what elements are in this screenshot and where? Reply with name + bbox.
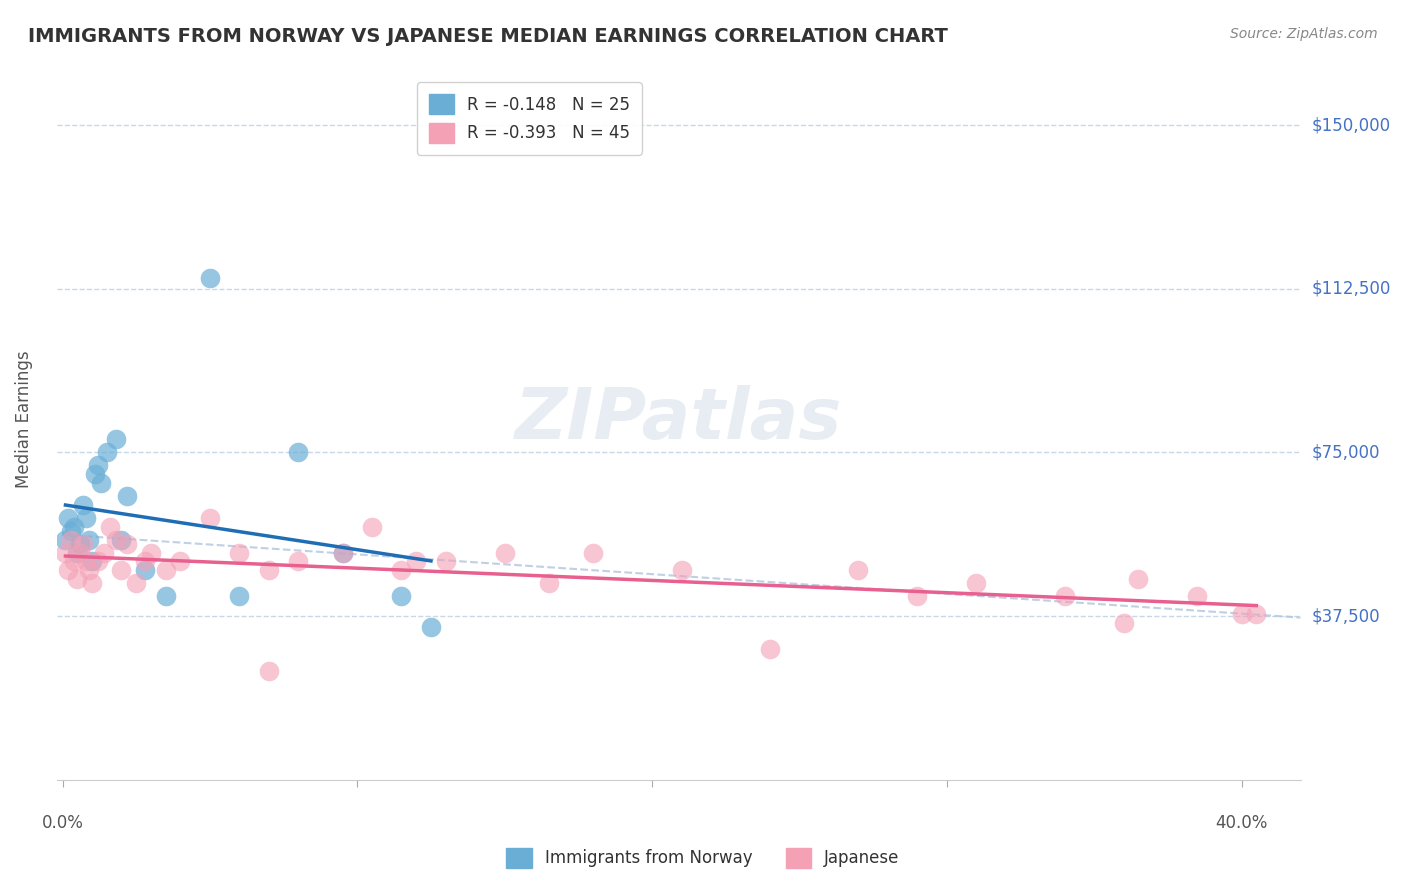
Point <box>391 563 413 577</box>
Point <box>110 563 132 577</box>
Point <box>155 563 177 577</box>
Text: ZIPatlas: ZIPatlas <box>515 385 842 454</box>
Point <box>965 576 987 591</box>
Point <box>420 620 443 634</box>
Point <box>287 445 309 459</box>
Point <box>55 533 77 547</box>
Point <box>257 664 280 678</box>
Point <box>66 546 89 560</box>
Point <box>75 554 97 568</box>
Point <box>434 554 457 568</box>
Point <box>169 554 191 568</box>
Point <box>139 546 162 560</box>
Text: 40.0%: 40.0% <box>1215 814 1268 832</box>
Point <box>494 546 516 560</box>
Point <box>1053 590 1076 604</box>
Point <box>60 533 83 547</box>
Point <box>66 572 89 586</box>
Point <box>110 533 132 547</box>
Point <box>1187 590 1209 604</box>
Point <box>104 533 127 547</box>
Point <box>98 519 121 533</box>
Point <box>72 498 94 512</box>
Point <box>87 458 110 473</box>
Point <box>125 576 148 591</box>
Point <box>84 467 107 482</box>
Point <box>55 546 77 560</box>
Point <box>1128 572 1150 586</box>
Point <box>228 590 250 604</box>
Point <box>582 546 605 560</box>
Point <box>60 524 83 538</box>
Point <box>77 533 100 547</box>
Point <box>69 546 91 560</box>
Point <box>198 511 221 525</box>
Legend: R = -0.148   N = 25, R = -0.393   N = 45: R = -0.148 N = 25, R = -0.393 N = 45 <box>418 82 641 154</box>
Point <box>96 445 118 459</box>
Point <box>77 563 100 577</box>
Point <box>391 590 413 604</box>
Point <box>198 270 221 285</box>
Text: $37,500: $37,500 <box>1312 607 1381 625</box>
Point <box>63 519 86 533</box>
Point <box>134 554 156 568</box>
Y-axis label: Median Earnings: Median Earnings <box>15 351 32 489</box>
Text: 0.0%: 0.0% <box>42 814 83 832</box>
Point <box>80 576 103 591</box>
Point <box>1246 607 1268 621</box>
Point <box>228 546 250 560</box>
Point <box>905 590 928 604</box>
Text: $112,500: $112,500 <box>1312 280 1391 298</box>
Point <box>69 537 91 551</box>
Point <box>134 563 156 577</box>
Point <box>90 475 112 490</box>
Point <box>117 537 139 551</box>
Text: $75,000: $75,000 <box>1312 443 1381 461</box>
Point <box>287 554 309 568</box>
Point <box>332 546 354 560</box>
Point <box>332 546 354 560</box>
Point <box>1230 607 1253 621</box>
Point <box>58 511 80 525</box>
Text: $150,000: $150,000 <box>1312 116 1391 134</box>
Point <box>537 576 560 591</box>
Point <box>117 489 139 503</box>
Point <box>155 590 177 604</box>
Point <box>1112 615 1135 630</box>
Point <box>671 563 693 577</box>
Text: Source: ZipAtlas.com: Source: ZipAtlas.com <box>1230 27 1378 41</box>
Point <box>361 519 384 533</box>
Point <box>93 546 115 560</box>
Point <box>257 563 280 577</box>
Point <box>759 641 782 656</box>
Point <box>87 554 110 568</box>
Text: IMMIGRANTS FROM NORWAY VS JAPANESE MEDIAN EARNINGS CORRELATION CHART: IMMIGRANTS FROM NORWAY VS JAPANESE MEDIA… <box>28 27 948 45</box>
Point <box>848 563 870 577</box>
Point <box>75 511 97 525</box>
Point <box>80 554 103 568</box>
Legend: Immigrants from Norway, Japanese: Immigrants from Norway, Japanese <box>501 841 905 875</box>
Point <box>104 432 127 446</box>
Point <box>58 563 80 577</box>
Point <box>405 554 427 568</box>
Point <box>72 537 94 551</box>
Point <box>63 554 86 568</box>
